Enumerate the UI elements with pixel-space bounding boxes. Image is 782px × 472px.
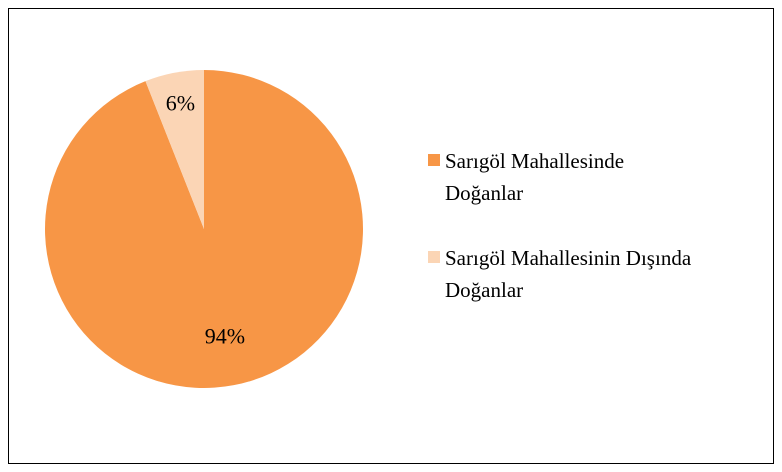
data-label: 6% <box>166 91 195 116</box>
data-label: 94% <box>205 323 245 348</box>
legend-swatch <box>428 154 440 166</box>
legend-swatch <box>428 251 440 263</box>
legend-item: Sarıgöl Mahallesinde Doğanlar <box>428 145 698 209</box>
pie-slice <box>44 70 364 389</box>
pie-slice <box>145 70 204 229</box>
legend-label: Sarıgöl Mahallesinin Dışında Doğanlar <box>445 246 692 302</box>
legend-label: Sarıgöl Mahallesinde Doğanlar <box>445 149 625 205</box>
legend: Sarıgöl Mahallesinde Doğanlar Sarıgöl Mah… <box>428 145 698 339</box>
legend-item: Sarıgöl Mahallesinin Dışında Doğanlar <box>428 242 698 306</box>
